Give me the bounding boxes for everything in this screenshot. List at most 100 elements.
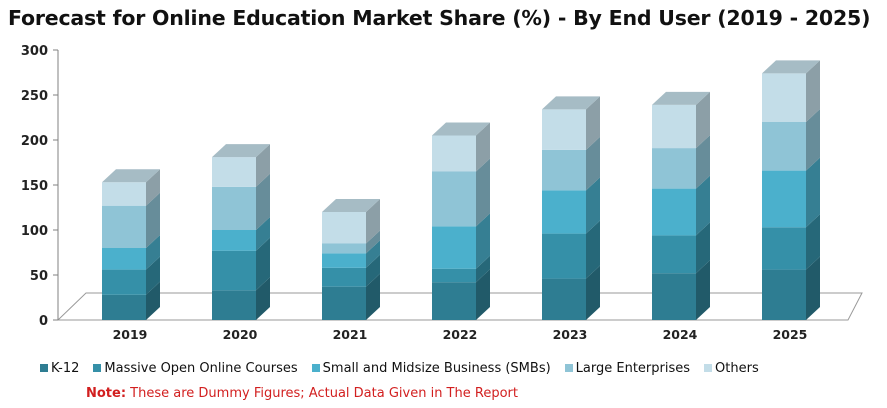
bar-segment: [212, 230, 256, 251]
bar-segment: [762, 122, 806, 171]
bar-segment-side: [806, 109, 820, 171]
bar-segment: [432, 282, 476, 320]
note-text: These are Dummy Figures; Actual Data Giv…: [126, 386, 518, 401]
legend-swatch: [564, 364, 573, 372]
x-tick-label: 2025: [773, 327, 808, 342]
bar-segment-side: [696, 91, 710, 149]
bar-segment-side: [146, 192, 160, 248]
bar-segment-side: [146, 235, 160, 270]
y-tick-label: 100: [21, 224, 48, 239]
bar-segment-side: [256, 217, 270, 251]
y-tick-label: 0: [39, 314, 48, 329]
legend-swatch: [704, 364, 713, 372]
x-tick-label: 2022: [443, 327, 478, 342]
y-tick-label: 300: [21, 44, 48, 59]
bar-segment: [762, 170, 806, 228]
x-tick-label: 2019: [113, 327, 148, 342]
bar-segment-side: [476, 122, 490, 172]
bar-segment-side: [366, 273, 380, 320]
y-tick-label: 150: [21, 179, 48, 194]
legend-label: Small and Midsize Business (SMBs): [322, 360, 551, 376]
bar-top-face: [762, 60, 820, 74]
bar-segment: [432, 171, 476, 227]
bar-segment: [212, 290, 256, 320]
bar-segment: [652, 148, 696, 189]
bar-top-face: [322, 199, 380, 212]
bar-top-face: [102, 169, 160, 183]
bar-segment-side: [586, 220, 600, 279]
bar-top-face: [432, 122, 490, 136]
y-tick-label: 250: [21, 89, 48, 104]
chart-title: Forecast for Online Education Market Sha…: [8, 6, 871, 30]
bar-segment-side: [256, 277, 270, 320]
y-tick-label: 50: [30, 269, 48, 284]
bar-segment-side: [696, 222, 710, 274]
bar-segment: [212, 157, 256, 187]
bar-segment: [322, 267, 366, 287]
legend-swatch: [40, 364, 48, 372]
x-tick-label: 2024: [663, 327, 698, 342]
chart-legend: K-12 Massive Open Online Courses Small a…: [40, 358, 773, 378]
bar-segment-side: [366, 230, 380, 254]
bar-segment: [762, 73, 806, 122]
bar-segment-side: [256, 237, 270, 291]
bar-segment-side: [476, 158, 490, 227]
bar-segment-side: [696, 260, 710, 320]
legend-item-moocs: Massive Open Online Courses: [93, 360, 298, 376]
bar-segment: [102, 269, 146, 295]
bar-segment-side: [696, 135, 710, 189]
bar-segment: [652, 188, 696, 236]
bar-segment-side: [586, 136, 600, 191]
x-tick-label: 2020: [223, 327, 258, 342]
bar-segment-side: [586, 265, 600, 320]
y-tick-label: 200: [21, 134, 48, 149]
note-label: Note:: [86, 386, 127, 401]
legend-item-large-enterprises: Large Enterprises: [564, 360, 691, 376]
bar-segment: [762, 269, 806, 320]
bar-segment: [652, 104, 696, 149]
bar-segment: [652, 273, 696, 320]
bar-top-face: [652, 91, 710, 105]
bar-top-face: [542, 96, 600, 110]
bar-segment-side: [806, 60, 820, 122]
bar-segment-side: [256, 144, 270, 187]
bar-segment: [542, 109, 586, 150]
bar-segment-side: [806, 157, 820, 228]
bar-segment-side: [366, 254, 380, 287]
bar-segment-side: [146, 169, 160, 206]
bar-segment: [762, 227, 806, 270]
x-tick-label: 2023: [553, 327, 588, 342]
bar-segment-side: [476, 255, 490, 283]
bar-segment-side: [366, 240, 380, 268]
bar-segment-side: [366, 199, 380, 244]
bar-segment: [102, 205, 146, 248]
bar-segment: [652, 235, 696, 274]
bar-segment: [212, 250, 256, 291]
bar-segment-side: [586, 96, 600, 150]
bar-top-face: [212, 144, 270, 158]
footnote: Note: These are Dummy Figures; Actual Da…: [86, 386, 518, 401]
bar-segment: [102, 248, 146, 270]
bar-segment-side: [476, 213, 490, 269]
bar-segment: [432, 226, 476, 269]
bar-segment: [212, 186, 256, 230]
legend-label: Large Enterprises: [575, 360, 691, 376]
bar-segment: [322, 253, 366, 268]
bar-segment-side: [806, 214, 820, 270]
bar-segment: [542, 149, 586, 191]
bar-segment-side: [146, 281, 160, 320]
legend-item-k12: K-12: [40, 361, 79, 376]
legend-item-others: Others: [704, 361, 759, 376]
bar-segment: [542, 278, 586, 320]
bar-segment: [322, 286, 366, 320]
legend-item-smbs: Small and Midsize Business (SMBs): [311, 360, 551, 376]
legend-label: Massive Open Online Courses: [104, 360, 298, 376]
x-tick-label: 2021: [333, 327, 368, 342]
bar-segment: [102, 182, 146, 206]
bar-segment: [542, 190, 586, 234]
bar-segment: [432, 268, 476, 283]
bar-segment: [542, 233, 586, 279]
legend-swatch: [311, 364, 320, 372]
bar-segment: [102, 294, 146, 320]
